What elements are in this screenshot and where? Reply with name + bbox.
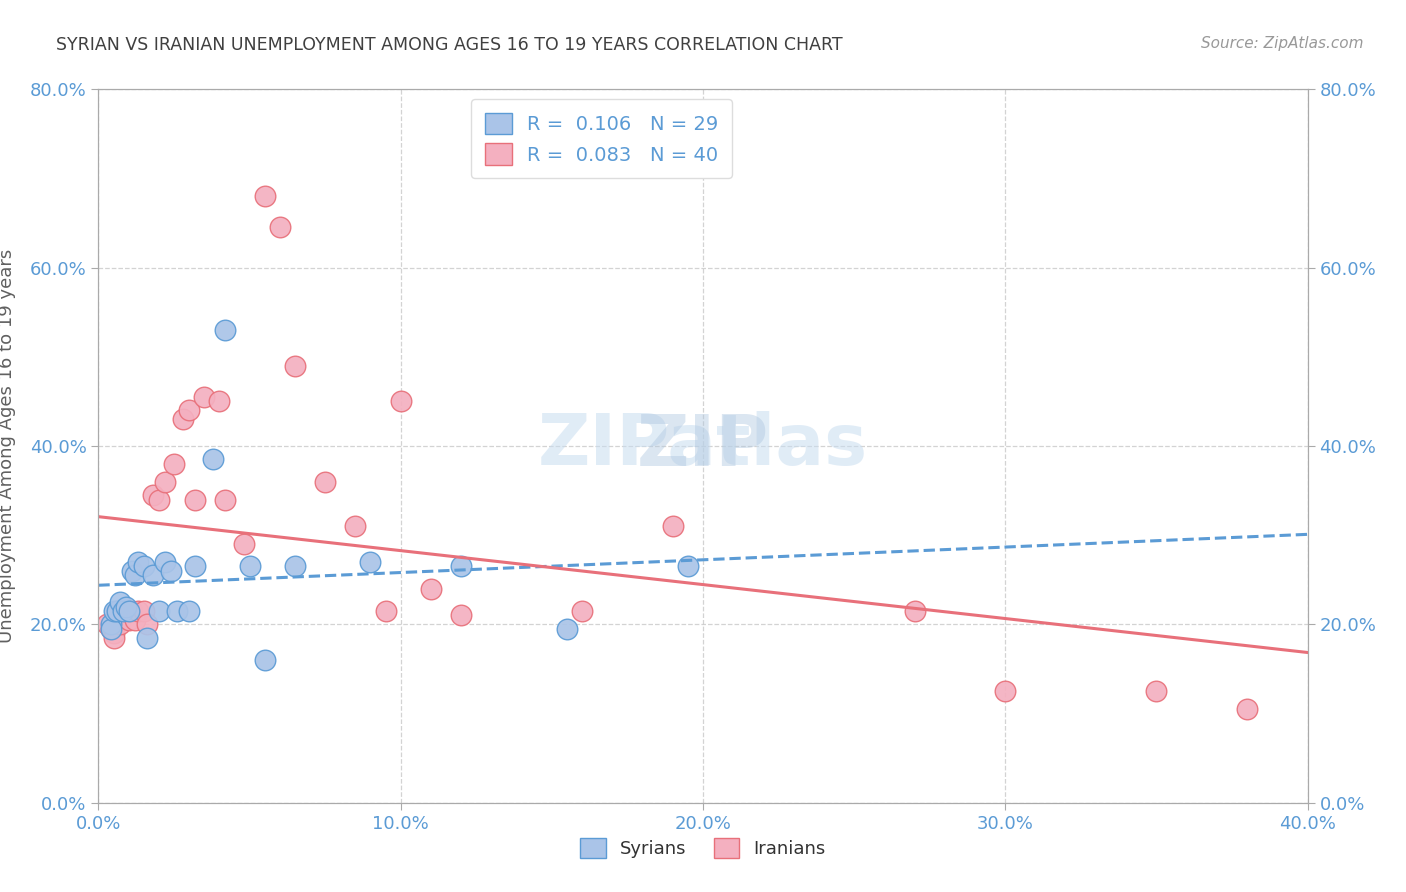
Point <box>124 568 146 582</box>
Point <box>108 595 131 609</box>
Point <box>111 604 134 618</box>
Point <box>420 582 443 596</box>
Point <box>111 604 134 618</box>
Point <box>676 559 699 574</box>
Point <box>100 622 122 636</box>
Point <box>166 604 188 618</box>
Point <box>239 559 262 574</box>
Point <box>360 555 382 569</box>
Point <box>662 519 685 533</box>
Point <box>214 323 236 337</box>
Point <box>100 622 122 636</box>
Point <box>153 475 176 489</box>
Text: ZIP: ZIP <box>637 411 769 481</box>
Point <box>127 555 149 569</box>
Point <box>103 604 125 618</box>
Point <box>184 492 207 507</box>
Point <box>132 559 155 574</box>
Point <box>202 452 225 467</box>
Point <box>1236 702 1258 716</box>
Point <box>153 555 176 569</box>
Point <box>253 653 276 667</box>
Point <box>127 604 149 618</box>
Point <box>179 604 201 618</box>
Point <box>114 604 136 618</box>
Point <box>121 604 143 618</box>
Point <box>179 403 201 417</box>
Point <box>904 604 927 618</box>
Point <box>1144 684 1167 698</box>
Point <box>208 394 231 409</box>
Point <box>100 617 122 632</box>
Point <box>142 488 165 502</box>
Point <box>184 559 207 574</box>
Text: SYRIAN VS IRANIAN UNEMPLOYMENT AMONG AGES 16 TO 19 YEARS CORRELATION CHART: SYRIAN VS IRANIAN UNEMPLOYMENT AMONG AGE… <box>56 36 842 54</box>
Point <box>269 220 291 235</box>
Point <box>555 622 578 636</box>
Point <box>284 559 307 574</box>
Legend: Syrians, Iranians: Syrians, Iranians <box>574 830 832 865</box>
Y-axis label: Unemployment Among Ages 16 to 19 years: Unemployment Among Ages 16 to 19 years <box>0 249 15 643</box>
Point <box>132 604 155 618</box>
Point <box>994 684 1017 698</box>
Point <box>135 617 157 632</box>
Point <box>389 394 412 409</box>
Point <box>121 564 143 578</box>
Point <box>172 412 194 426</box>
Point <box>105 604 128 618</box>
Point <box>232 537 254 551</box>
Point <box>142 568 165 582</box>
Point <box>103 631 125 645</box>
Point <box>374 604 396 618</box>
Text: ZIPatlas: ZIPatlas <box>538 411 868 481</box>
Point <box>135 631 157 645</box>
Point <box>344 519 367 533</box>
Point <box>148 604 170 618</box>
Point <box>450 608 472 623</box>
Point <box>450 559 472 574</box>
Point <box>284 359 307 373</box>
Point <box>118 604 141 618</box>
Point <box>571 604 593 618</box>
Point <box>124 613 146 627</box>
Point <box>314 475 336 489</box>
Point <box>214 492 236 507</box>
Point <box>114 599 136 614</box>
Point <box>103 626 125 640</box>
Point <box>193 390 215 404</box>
Point <box>118 613 141 627</box>
Point <box>96 617 118 632</box>
Point <box>148 492 170 507</box>
Point <box>105 604 128 618</box>
Point <box>253 189 276 203</box>
Point <box>160 564 183 578</box>
Point <box>163 457 186 471</box>
Point <box>108 617 131 632</box>
Text: Source: ZipAtlas.com: Source: ZipAtlas.com <box>1201 36 1364 51</box>
